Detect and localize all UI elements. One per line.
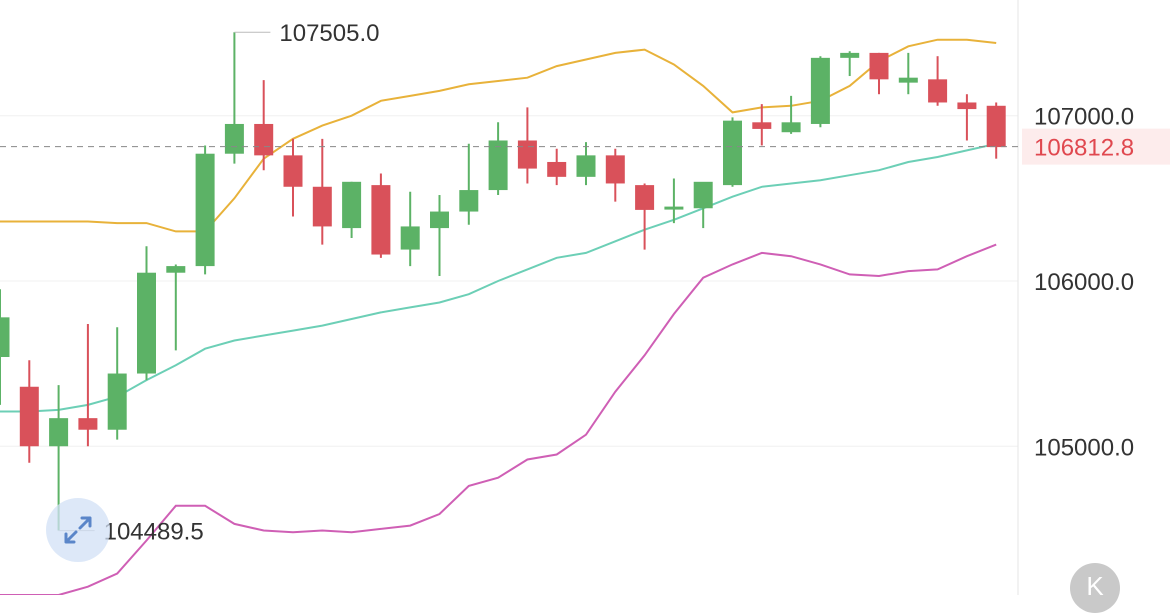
candle <box>869 52 889 95</box>
candle-body <box>986 105 1006 148</box>
candle-body <box>488 140 508 191</box>
candle <box>547 148 567 186</box>
candle-body <box>283 155 303 187</box>
candle-body <box>0 317 10 357</box>
candle <box>137 246 156 381</box>
candle-body <box>723 120 742 186</box>
candle <box>254 80 274 171</box>
candle-body <box>693 181 713 209</box>
candle <box>898 52 918 95</box>
candle-body <box>224 123 244 154</box>
candle <box>957 94 977 141</box>
candle <box>195 145 215 275</box>
candle-body <box>547 161 567 177</box>
candle <box>459 143 479 225</box>
candle-body <box>19 386 39 447</box>
candle-body <box>869 52 889 80</box>
grid-lines <box>0 115 1018 447</box>
candle <box>283 138 303 217</box>
candle-body <box>49 418 69 447</box>
candle-body <box>371 185 391 255</box>
low-annotation-label: 104489.5 <box>104 519 204 546</box>
price-axis: 107000.0 106000.0 105000.0 106812.8 <box>1022 104 1170 461</box>
current-price-label: 106812.8 <box>1034 135 1134 162</box>
candlestick-chart: 107000.0 106000.0 105000.0 106812.8 107505.… <box>0 0 1170 595</box>
candle-body <box>312 186 332 227</box>
candle-body <box>957 102 977 110</box>
candle <box>605 148 625 202</box>
candle-body <box>342 181 362 229</box>
candle-body <box>810 57 830 124</box>
candle-body <box>635 185 655 210</box>
candle-body <box>254 123 274 156</box>
candle-body <box>781 122 801 133</box>
candle-body <box>459 190 479 212</box>
expand-button[interactable] <box>46 498 110 562</box>
candle-body <box>166 266 186 273</box>
candle <box>928 56 948 106</box>
candles <box>0 32 1006 531</box>
candle <box>840 51 860 77</box>
candle-body <box>576 155 596 177</box>
y-tick-label: 105000.0 <box>1034 434 1134 461</box>
candle <box>723 117 742 187</box>
lower-band-line <box>0 243 997 595</box>
candle <box>781 95 801 134</box>
candle-body <box>430 211 449 229</box>
annotations: 107505.0 104489.5 <box>58 20 380 546</box>
candle <box>19 360 39 463</box>
candle-body <box>752 122 772 129</box>
candle-body <box>195 153 215 267</box>
candle <box>0 289 10 405</box>
candle-body <box>400 226 420 250</box>
y-tick-label: 107000.0 <box>1034 104 1134 131</box>
k-icon: K <box>1086 571 1104 601</box>
candle-body <box>928 79 948 103</box>
candle <box>488 122 508 196</box>
candle <box>371 173 391 258</box>
candle-body <box>137 272 156 374</box>
price-label-bg <box>1022 128 1170 165</box>
y-tick-label: 106000.0 <box>1034 269 1134 296</box>
candle <box>312 138 332 245</box>
candle-body <box>605 155 625 184</box>
expand-arrows-icon <box>64 516 92 544</box>
candle <box>576 142 596 186</box>
upper-band-line <box>0 38 997 233</box>
candle-body <box>107 373 127 430</box>
candle <box>342 181 362 238</box>
candle <box>693 181 713 229</box>
candle <box>986 102 1006 159</box>
candle-body <box>78 418 98 430</box>
candle <box>752 104 772 146</box>
bollinger-bands <box>0 38 997 595</box>
candle-body <box>517 140 537 169</box>
candle <box>107 327 127 440</box>
candle <box>430 195 449 277</box>
candle <box>400 191 420 267</box>
candle <box>810 56 830 128</box>
candle <box>78 323 98 447</box>
candle <box>517 107 537 184</box>
candle <box>635 183 655 250</box>
candle-body <box>664 206 684 210</box>
candle <box>166 264 186 351</box>
candle-body <box>898 77 918 83</box>
candle <box>224 32 244 164</box>
high-annotation-label: 107505.0 <box>279 20 379 47</box>
k-line-button[interactable]: K <box>1070 563 1120 613</box>
candle <box>664 178 684 224</box>
candle-body <box>840 52 860 58</box>
middle-band-line <box>0 142 997 413</box>
